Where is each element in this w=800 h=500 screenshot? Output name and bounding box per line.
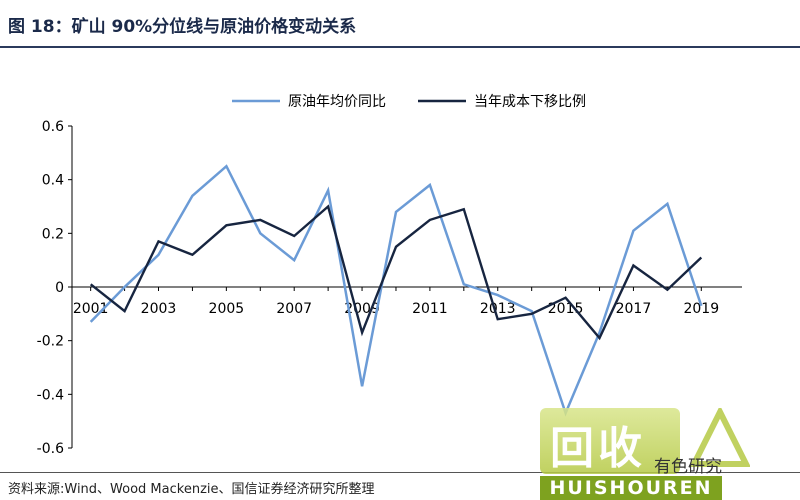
watermark-side-text: 有色研究 — [654, 457, 722, 477]
legend-label: 原油年均价同比 — [288, 94, 386, 110]
y-tick-label: 0.2 — [42, 226, 64, 242]
y-tick-label: -0.6 — [37, 441, 64, 457]
x-tick-label: 2013 — [480, 301, 516, 317]
y-tick-label: 0 — [55, 280, 64, 296]
footer-divider — [0, 472, 800, 473]
watermark-main-text: 回收 — [550, 423, 646, 474]
y-tick-label: -0.4 — [37, 387, 64, 403]
source-note: 资料来源:Wind、Wood Mackenzie、国信证券经济研究所整理 — [8, 482, 375, 497]
legend-label: 当年成本下移比例 — [474, 94, 586, 110]
x-tick-label: 2005 — [209, 301, 245, 317]
y-tick-label: 0.4 — [42, 173, 64, 189]
x-tick-label: 2017 — [616, 301, 652, 317]
watermark-triangle-icon — [690, 408, 750, 467]
series-lines — [89, 164, 703, 417]
y-tick-label: 0.6 — [42, 119, 64, 135]
figure-title: 图 18：矿山 90%分位线与原油价格变动关系 — [8, 17, 357, 37]
y-tick-label: -0.2 — [37, 334, 64, 350]
x-tick-label: 2011 — [412, 301, 448, 317]
watermark-box — [540, 408, 680, 474]
series-line-2 — [89, 204, 703, 341]
x-tick-label: 2019 — [683, 301, 719, 317]
legend: 原油年均价同比 当年成本下移比例 — [232, 94, 586, 110]
title-divider — [0, 46, 800, 48]
x-tick-label: 2015 — [548, 301, 584, 317]
watermark-logo: 回收 有色研究 HUISHOUREN — [540, 408, 790, 500]
x-tick-label: 2003 — [141, 301, 177, 317]
x-tick-label: 2007 — [276, 301, 312, 317]
watermark-latin-text: HUISHOUREN — [540, 476, 722, 500]
series-line-1 — [89, 164, 703, 417]
